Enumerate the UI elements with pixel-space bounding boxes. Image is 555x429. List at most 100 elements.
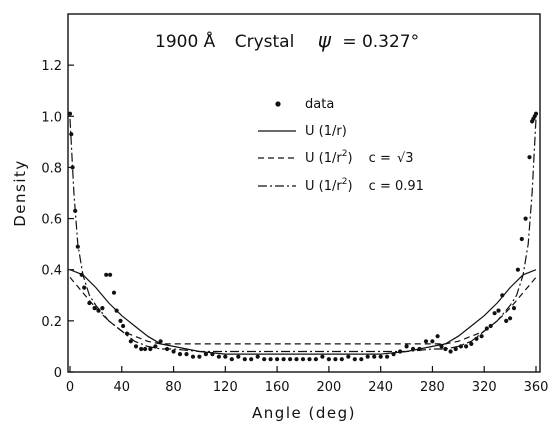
data-point [378, 354, 383, 359]
legend-marker-data [275, 101, 281, 107]
legend-label-u1r: U (1/r) [305, 124, 347, 139]
x-axis-title: Angle (deg) [252, 404, 356, 422]
data-point [87, 300, 92, 306]
legend-label-u1r2-091: U (1/r2) c = 0.91 [305, 177, 424, 194]
x-tick-label: 280 [420, 380, 445, 395]
data-point [488, 323, 493, 329]
y-tick-label: 0.6 [41, 213, 62, 228]
data-point [500, 293, 505, 298]
data-point [184, 352, 189, 357]
x-tick-label: 240 [368, 380, 393, 395]
data-point [515, 267, 521, 272]
y-tick-label: 0.2 [41, 315, 62, 330]
data-point [223, 354, 228, 359]
data-point [73, 208, 78, 213]
data-point [385, 354, 390, 359]
data-point [527, 155, 532, 160]
data-point [121, 323, 126, 329]
data-point [229, 357, 234, 362]
x-tick-label: 200 [316, 380, 341, 395]
curve-u1r [69, 269, 537, 355]
data-point [474, 336, 479, 341]
data-point [128, 339, 133, 344]
data-point [133, 344, 139, 349]
data-point [104, 272, 109, 277]
y-tick-label: 1.0 [41, 110, 62, 125]
data-point [281, 357, 286, 362]
data-point [469, 341, 474, 346]
data-point [108, 272, 113, 277]
legend-label-u1r2-sqrt3: U (1/r2) c = √3 [305, 149, 414, 166]
data-point [114, 308, 119, 313]
data-point [288, 357, 293, 362]
x-tick-label: 320 [472, 380, 497, 395]
data-point [443, 346, 448, 352]
data-point [365, 354, 370, 359]
data-point [523, 216, 528, 221]
data-point [346, 354, 351, 359]
data-point [255, 354, 260, 359]
y-tick-label: 0 [54, 366, 62, 381]
data-point [504, 318, 509, 323]
data-point [216, 354, 221, 359]
x-tick-label: 80 [165, 380, 182, 395]
data-point [67, 111, 73, 116]
title-psi-value: = 0.327° [342, 32, 419, 52]
data-point [69, 132, 74, 137]
data-point [404, 344, 409, 349]
data-point [533, 111, 539, 116]
data-point [423, 339, 429, 344]
data-point [210, 352, 215, 357]
data-point [294, 357, 299, 362]
data-point [197, 354, 202, 359]
x-tick-label: 0 [66, 380, 74, 395]
data-point [275, 357, 280, 362]
sqrt-symbol: √ [397, 151, 406, 166]
title-psi-symbol: ψ [318, 28, 332, 52]
x-tick-label: 120 [213, 380, 238, 395]
data-point [417, 346, 422, 352]
data-point [100, 306, 105, 311]
chart-title: 1900 Å Crystal ψ = 0.327° [155, 28, 419, 52]
data-point [143, 346, 148, 352]
legend-label-data: data [305, 97, 334, 112]
x-tick-label: 40 [114, 380, 131, 395]
data-point [410, 346, 416, 352]
curve-u1r2-sqrt3 [69, 277, 537, 345]
data-point [372, 354, 377, 359]
data-point [203, 352, 208, 357]
data-point [479, 334, 484, 339]
legend: data U (1/r) U (1/r2) c = √3 U (1/r2) c … [258, 97, 424, 194]
data-point [148, 346, 153, 352]
y-tick-label: 0.4 [41, 264, 62, 279]
data-point [435, 334, 440, 339]
y-axis-ticks: 0 0.2 0.4 0.6 0.8 1.0 1.2 [41, 59, 74, 381]
y-tick-label: 1.2 [41, 59, 62, 74]
data-point [124, 331, 130, 336]
data-point [508, 316, 513, 321]
data-point [165, 346, 170, 352]
data-point [82, 285, 87, 290]
data-point [359, 357, 364, 362]
data-point [236, 354, 241, 359]
data-point [242, 357, 247, 362]
data-point [511, 306, 517, 311]
data-point [70, 165, 75, 170]
data-point [391, 352, 396, 357]
data-point [177, 352, 183, 357]
data-point [453, 346, 458, 352]
data-point [79, 272, 84, 277]
data-point [352, 357, 357, 362]
data-point [339, 357, 344, 362]
data-point [496, 308, 501, 313]
data-point [96, 308, 101, 313]
y-axis-title: Density [11, 159, 29, 227]
data-point [118, 318, 123, 323]
y-tick-label: 0.8 [41, 161, 62, 176]
data-point [492, 311, 497, 316]
data-point [464, 344, 469, 349]
data-point [484, 326, 489, 331]
data-point [92, 306, 97, 311]
data-point [458, 344, 463, 349]
